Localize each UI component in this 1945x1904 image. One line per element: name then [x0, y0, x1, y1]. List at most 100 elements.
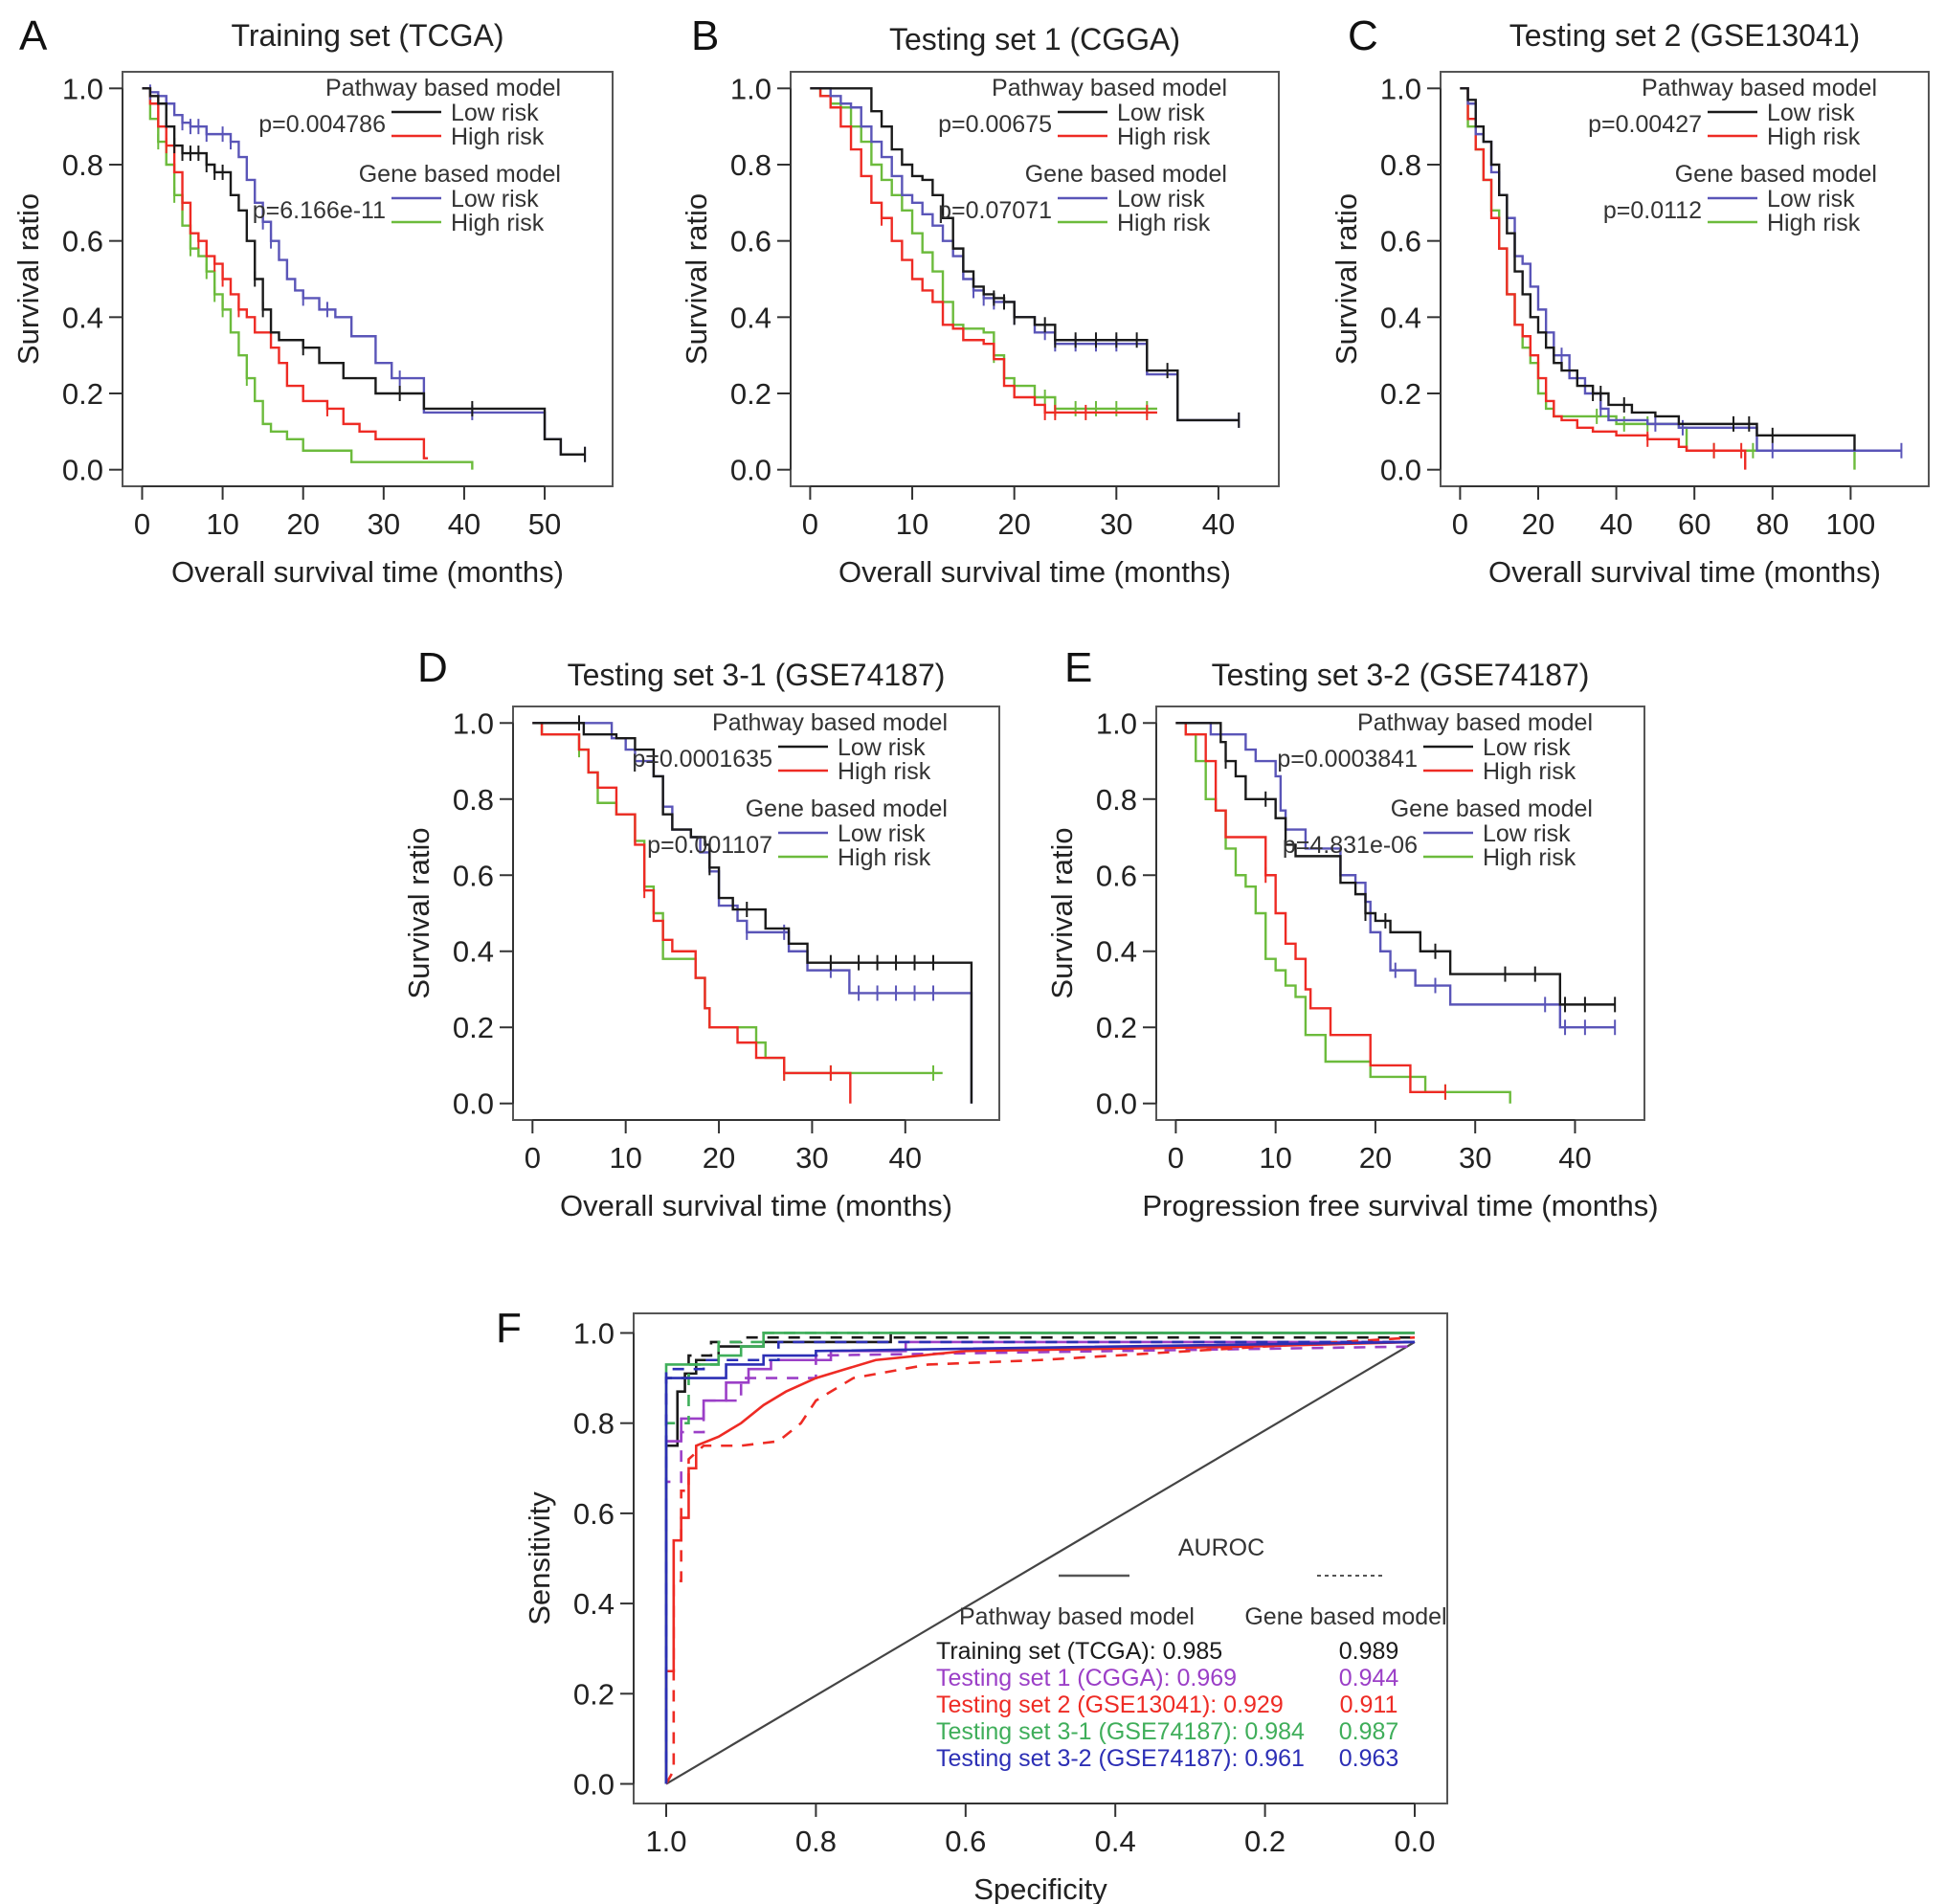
roc-curve-testing-3-1-pathway — [664, 1332, 1415, 1784]
x-tick-label: 80 — [1756, 507, 1789, 541]
legend-label-gene-high: High risk — [451, 210, 545, 236]
legend-title-pathway: Pathway based model — [712, 709, 948, 736]
y-tick-label: 0.8 — [573, 1407, 615, 1441]
legend-label-gene-high: High risk — [1117, 210, 1211, 236]
legend-label-pathway-low: Low risk — [1767, 100, 1855, 126]
roc-curve-testing-3-2-gene — [664, 1340, 1415, 1784]
legend-p-gene: p=6.166e-11 — [253, 197, 386, 224]
panel-d: D Testing set 3-1 (GSE74187)0.00.20.40.60… — [402, 644, 1000, 1222]
x-tick-label: 0 — [134, 507, 150, 541]
y-axis-label: Sensitivity — [523, 1491, 556, 1625]
panel-letter: D — [417, 644, 448, 691]
legend-p-gene: p=0.001107 — [647, 832, 772, 859]
legend-title-gene: Gene based model — [746, 795, 948, 822]
legend-title-pathway: Pathway based model — [1357, 709, 1593, 736]
y-tick-label: 0.2 — [1380, 377, 1421, 411]
y-tick-label: 0.8 — [730, 148, 771, 182]
x-tick-label: 0.0 — [1394, 1825, 1435, 1858]
legend-label-pathway-high: High risk — [1767, 123, 1861, 150]
x-tick-label: 20 — [997, 507, 1030, 541]
x-axis: 1.0 0.8 0.6 0.4 0.2 0.0 — [645, 1803, 1436, 1858]
x-tick-label: 10 — [1259, 1141, 1291, 1175]
legend-label-pathway-high: High risk — [838, 758, 931, 785]
legend-label-pathway-low: Low risk — [451, 100, 539, 126]
km-curve — [532, 722, 852, 1104]
x-tick-label: 1.0 — [645, 1825, 686, 1858]
y-tick-label: 1.0 — [573, 1316, 615, 1350]
y-tick-label: 0.0 — [1096, 1087, 1137, 1121]
panel-c: C Testing set 2 (GSE13041) 0.0 0.2 0.4 0.6 0.8… — [1330, 12, 1930, 589]
y-tick-label: 0.2 — [730, 377, 771, 411]
x-axis-label: Overall survival time (months) — [1488, 555, 1881, 589]
y-axis: 0.0 0.2 0.4 0.6 0.8 1.0 — [730, 72, 792, 487]
panel-letter: C — [1348, 12, 1378, 59]
x-tick-label: 0.8 — [795, 1825, 837, 1858]
roc-legend-col-pathway: Pathway based model — [959, 1603, 1195, 1630]
y-tick-label: 0.4 — [453, 935, 494, 969]
x-tick-label: 40 — [889, 1141, 922, 1175]
x-tick-label: 20 — [1522, 507, 1554, 541]
y-tick-label: 0.8 — [453, 783, 494, 817]
legend-p-gene: p=0.07071 — [938, 197, 1052, 224]
roc-legend-row: Testing set 3-1 (GSE74187): 0.984 0.987 — [936, 1718, 1398, 1745]
y-tick-label: 0.6 — [62, 225, 103, 258]
km-series-pathway-low — [1175, 722, 1617, 1013]
legend-p-pathway: p=0.00427 — [1588, 111, 1702, 138]
panel-title: Testing set 2 (GSE13041) — [1509, 18, 1860, 53]
legend-label-gene-high: High risk — [1483, 844, 1576, 871]
roc-legend-row-gene-auroc: 0.987 — [1339, 1718, 1399, 1745]
y-tick-label: 0.0 — [62, 454, 103, 487]
y-axis-label: Survival ratio — [1330, 193, 1363, 365]
km-series-pathway-low — [142, 87, 587, 462]
roc-legend-row: Testing set 2 (GSE13041): 0.929 0.911 — [936, 1691, 1397, 1718]
panel-letter: A — [19, 12, 48, 59]
km-curve — [1460, 87, 1747, 470]
roc-legend-row-gene-auroc: 0.911 — [1340, 1691, 1398, 1718]
y-tick-label: 0.6 — [730, 225, 771, 258]
roc-legend-row: Testing set 1 (CGGA): 0.969 0.944 — [936, 1665, 1398, 1691]
y-tick-label: 0.4 — [62, 301, 103, 334]
legend-title-gene: Gene based model — [359, 161, 561, 188]
x-tick-label: 40 — [1558, 1141, 1591, 1175]
roc-curve-testing-3-1-gene — [664, 1332, 1415, 1784]
x-tick-label: 0.2 — [1244, 1825, 1285, 1858]
km-series-gene-high — [1175, 722, 1511, 1104]
panel-b: B Testing set 1 (CGGA)0.00.20.40.60.81.00… — [680, 12, 1280, 589]
y-tick-label: 0.0 — [573, 1768, 615, 1802]
y-tick-label: 1.0 — [1096, 706, 1137, 740]
x-tick-label: 60 — [1678, 507, 1710, 541]
x-axis: 0 20 40 60 80 100 — [1452, 485, 1875, 541]
legend-label-gene-high: High risk — [838, 844, 931, 871]
x-tick-label: 20 — [703, 1141, 735, 1175]
panel-title: Training set (TCGA) — [231, 18, 503, 53]
y-tick-label: 0.6 — [573, 1497, 615, 1531]
legend-p-pathway: p=0.0003841 — [1277, 746, 1418, 773]
km-curve — [810, 87, 1157, 414]
y-tick-label: 0.4 — [730, 301, 771, 334]
km-curve — [1175, 722, 1616, 1006]
legend-label-gene-low: Low risk — [838, 820, 926, 847]
km-series-pathway-low — [532, 715, 973, 1104]
y-tick-label: 0.2 — [453, 1011, 494, 1044]
x-tick-label: 40 — [1599, 507, 1632, 541]
panel-letter: F — [496, 1305, 522, 1352]
km-series-pathway-high — [810, 87, 1157, 420]
panel-title: Testing set 3-1 (GSE74187) — [568, 658, 946, 692]
y-tick-label: 0.4 — [1096, 935, 1137, 969]
legend-label-pathway-low: Low risk — [1483, 734, 1571, 761]
y-tick-label: 0.0 — [1380, 454, 1421, 487]
x-tick-label: 30 — [1100, 507, 1132, 541]
panel-title: Testing set 1 (CGGA) — [889, 22, 1180, 56]
panel-title: Testing set 3-2 (GSE74187) — [1212, 658, 1590, 692]
x-tick-label: 50 — [528, 507, 561, 541]
legend-p-gene: p=0.0112 — [1603, 197, 1702, 224]
legend-label-gene-low: Low risk — [1117, 186, 1205, 213]
roc-legend-row-gene-auroc: 0.989 — [1339, 1638, 1399, 1665]
km-series-gene-high — [142, 87, 474, 470]
km-curve — [1175, 722, 1445, 1093]
y-tick-label: 0.2 — [573, 1677, 615, 1711]
x-axis-label: Overall survival time (months) — [171, 555, 564, 589]
panel-letter: B — [691, 12, 719, 59]
